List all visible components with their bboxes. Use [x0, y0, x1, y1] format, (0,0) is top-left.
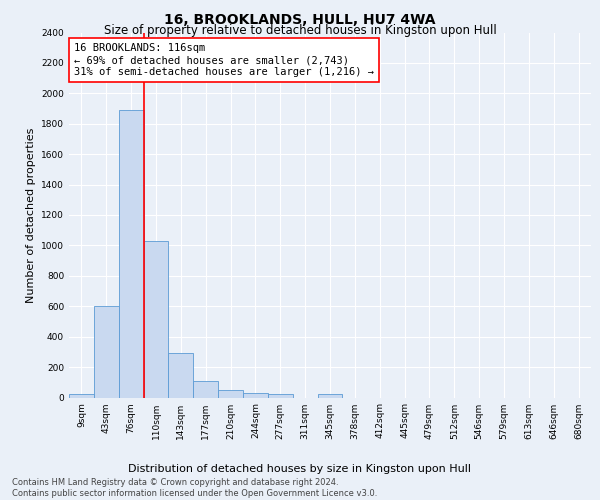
Bar: [169, 354, 193, 398]
Text: Distribution of detached houses by size in Kingston upon Hull: Distribution of detached houses by size …: [128, 464, 472, 473]
Text: 16 BROOKLANDS: 116sqm
← 69% of detached houses are smaller (2,743)
31% of semi-d: 16 BROOKLANDS: 116sqm ← 69% of detached …: [74, 44, 374, 76]
Bar: [143, 241, 169, 398]
Y-axis label: Number of detached properties: Number of detached properties: [26, 128, 35, 302]
Bar: [218, 390, 243, 398]
Bar: [119, 110, 143, 398]
Text: Size of property relative to detached houses in Kingston upon Hull: Size of property relative to detached ho…: [104, 24, 496, 37]
Bar: [193, 381, 218, 398]
Bar: [69, 394, 94, 398]
Bar: [94, 306, 119, 398]
Text: 16, BROOKLANDS, HULL, HU7 4WA: 16, BROOKLANDS, HULL, HU7 4WA: [164, 12, 436, 26]
Bar: [268, 394, 293, 398]
Bar: [243, 393, 268, 398]
Bar: [317, 394, 343, 398]
Text: Contains HM Land Registry data © Crown copyright and database right 2024.
Contai: Contains HM Land Registry data © Crown c…: [12, 478, 377, 498]
